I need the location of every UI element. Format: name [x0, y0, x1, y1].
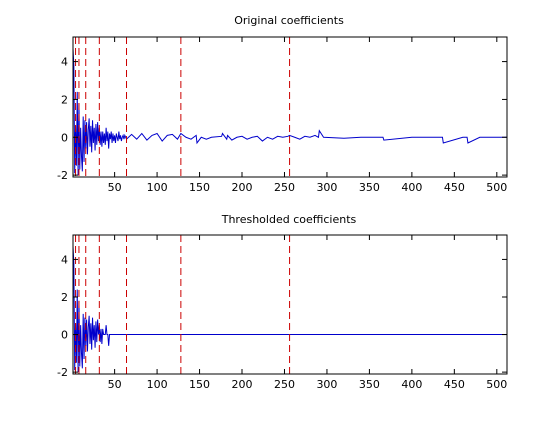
x-tick-label: 100 — [147, 378, 168, 391]
data-series-line — [73, 48, 507, 176]
x-tick-label: 150 — [189, 181, 210, 194]
chart-title: Thresholded coefficients — [221, 213, 357, 226]
x-tick-label: 300 — [316, 378, 337, 391]
x-tick-label: 500 — [486, 181, 507, 194]
x-tick-label: 250 — [274, 181, 295, 194]
y-tick-label: 4 — [61, 253, 68, 266]
x-tick-label: 400 — [401, 181, 422, 194]
y-tick-label: -2 — [57, 169, 68, 182]
x-tick-label: 350 — [359, 378, 380, 391]
x-tick-label: 500 — [486, 378, 507, 391]
y-tick-label: -2 — [57, 366, 68, 379]
subplot-original: Original coefficients 50 100 150 200 250 300 3… — [57, 14, 508, 194]
x-tick-label: 250 — [274, 378, 295, 391]
x-tick-label: 300 — [316, 181, 337, 194]
x-tick-label: 200 — [232, 378, 253, 391]
y-tick-label: 2 — [61, 291, 68, 304]
x-tick-label: 100 — [147, 181, 168, 194]
chart-title: Original coefficients — [234, 14, 344, 27]
x-tick-label: 50 — [108, 181, 122, 194]
axes-box — [72, 234, 508, 375]
y-tick-label: 2 — [61, 93, 68, 106]
x-tick-label: 150 — [189, 378, 210, 391]
x-tick-label: 50 — [108, 378, 122, 391]
x-tick-label: 350 — [359, 181, 380, 194]
y-tick-label: 0 — [61, 329, 68, 342]
subplot-thresholded: Thresholded coefficients 50 100 150 200 250 3… — [57, 213, 508, 391]
y-tick-label: 4 — [61, 56, 68, 69]
x-tick-label: 450 — [444, 378, 465, 391]
axes-box — [72, 36, 508, 178]
x-tick-label: 450 — [444, 181, 465, 194]
y-tick-label: 0 — [61, 131, 68, 144]
x-tick-label: 400 — [401, 378, 422, 391]
x-tick-label: 200 — [232, 181, 253, 194]
data-series-line — [73, 246, 507, 373]
